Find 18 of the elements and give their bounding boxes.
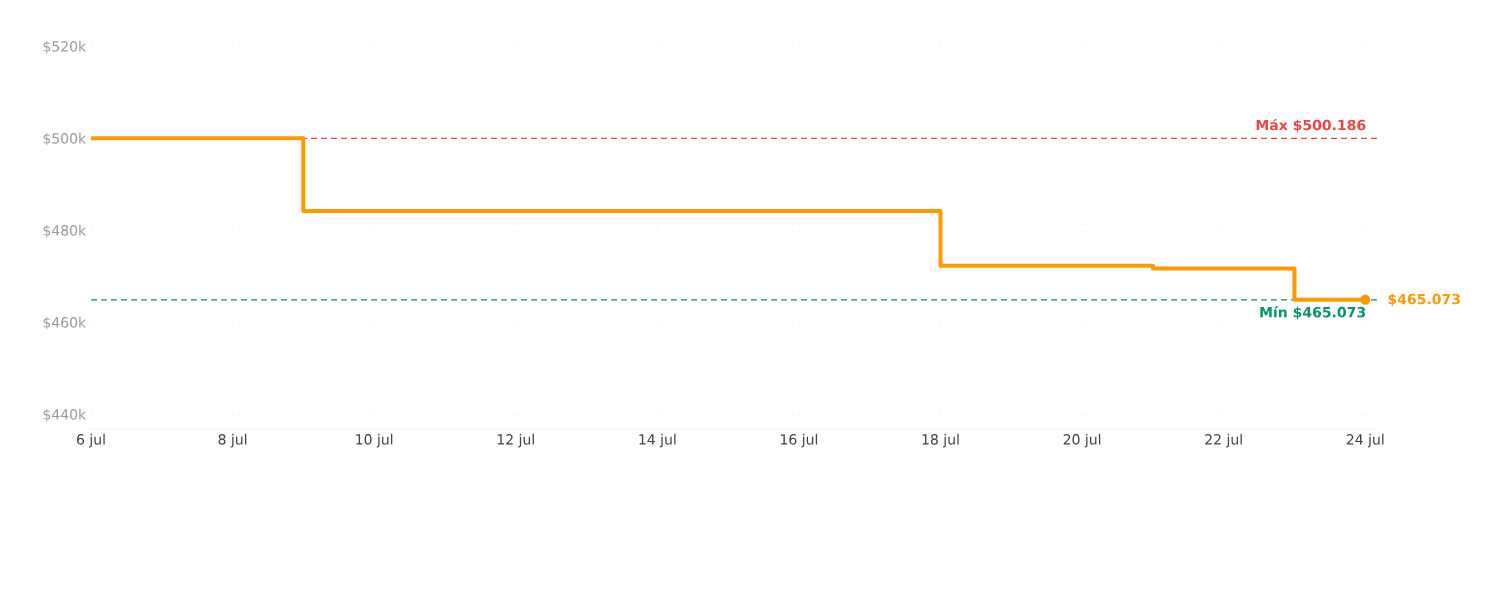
annotation: $465.073: [1388, 293, 1460, 307]
x-tick-label: 6 jul: [76, 433, 105, 448]
x-tick-label: 18 jul: [922, 433, 959, 448]
x-tick-label: 22 jul: [1205, 433, 1242, 448]
x-tick-label: 24 jul: [1346, 433, 1384, 448]
x-tick-label: 16 jul: [781, 433, 818, 448]
x-tick-label: 8 jul: [218, 433, 247, 448]
ref-line-label: Máx $500.186: [1256, 118, 1366, 133]
y-tick-label: $520k: [43, 40, 87, 54]
x-tick-label: 20 jul: [1063, 433, 1101, 448]
y-tick-label: $480k: [43, 224, 87, 238]
ref-line-label: Mín $465.073: [1260, 306, 1366, 320]
y-tick-label: $440k: [43, 408, 87, 422]
x-tick-label: 14 jul: [639, 433, 676, 448]
y-tick-label: $460k: [43, 316, 87, 330]
x-tick-label: 10 jul: [356, 433, 393, 448]
x-tick-label: 12 jul: [497, 433, 534, 448]
y-tick-label: $500k: [43, 132, 87, 146]
